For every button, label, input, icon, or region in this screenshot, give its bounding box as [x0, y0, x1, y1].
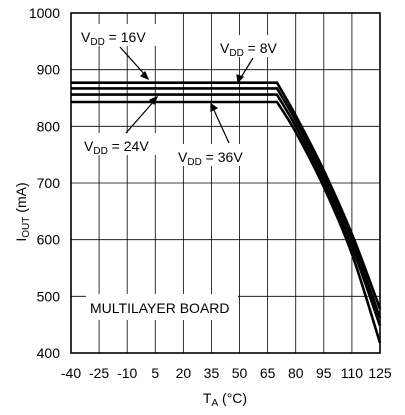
- series-line-0: [71, 81, 382, 310]
- y-tick-label: 900: [37, 62, 61, 78]
- series-line-1: [71, 87, 382, 319]
- y-tick-label: 1000: [29, 5, 60, 21]
- series-label-16v-bg: [78, 24, 162, 46]
- series-label-24v: VDD = 24V: [84, 138, 149, 157]
- annotation-multilayer-board: MULTILAYER BOARD: [90, 300, 230, 316]
- x-tick-label: 110: [341, 365, 364, 381]
- arrow-24v-head: [148, 95, 159, 106]
- x-tick-label: 35: [204, 365, 220, 381]
- series-label-36v-bg: [175, 144, 259, 166]
- arrow-24v: [125, 99, 156, 134]
- arrow-8v-head: [236, 74, 245, 84]
- plot-frame: [70, 12, 381, 354]
- label-arrows: [119, 46, 254, 144]
- x-tick-label: 20: [176, 365, 192, 381]
- series-label-8v: VDD = 8V: [220, 40, 278, 59]
- series-line-2: [71, 93, 382, 327]
- arrow-8v: [239, 57, 254, 80]
- y-tick-label: 700: [37, 175, 61, 191]
- annotation-bg: [86, 294, 238, 320]
- y-tick-labels: 400 500 600 700 800 900 1000: [29, 5, 60, 361]
- y-tick-label: 600: [37, 232, 61, 248]
- x-tick-label: 50: [232, 365, 248, 381]
- x-tick-labels: -40 -25 -10 5 20 35 50 65 80 95 110 125: [61, 365, 392, 381]
- series-label-8v-bg: [217, 35, 289, 57]
- arrow-16v-head: [139, 70, 150, 81]
- y-axis-label: IOUT (mA): [13, 182, 32, 241]
- series-label-24v-bg: [81, 133, 165, 155]
- x-tick-label: 80: [288, 365, 304, 381]
- x-tick-label: 125: [368, 365, 392, 381]
- y-tick-label: 500: [37, 288, 61, 304]
- arrow-36v: [212, 107, 230, 144]
- series-label-16v: VDD = 16V: [81, 29, 146, 48]
- y-tick-label: 800: [37, 118, 61, 134]
- x-tick-label: 95: [316, 365, 332, 381]
- x-tick-label: -25: [89, 365, 109, 381]
- series-lines: [71, 81, 382, 344]
- arrow-36v-head: [210, 102, 219, 112]
- x-tick-label: -10: [117, 365, 137, 381]
- series-line-3: [71, 100, 382, 344]
- x-tick-label: -40: [61, 365, 81, 381]
- series-label-36v: VDD = 36V: [178, 149, 243, 168]
- y-tick-label: 400: [37, 345, 61, 361]
- x-tick-label: 5: [151, 365, 159, 381]
- arrow-16v: [119, 46, 147, 77]
- x-axis-label: TA (°C): [203, 390, 247, 409]
- x-tick-label: 65: [260, 365, 276, 381]
